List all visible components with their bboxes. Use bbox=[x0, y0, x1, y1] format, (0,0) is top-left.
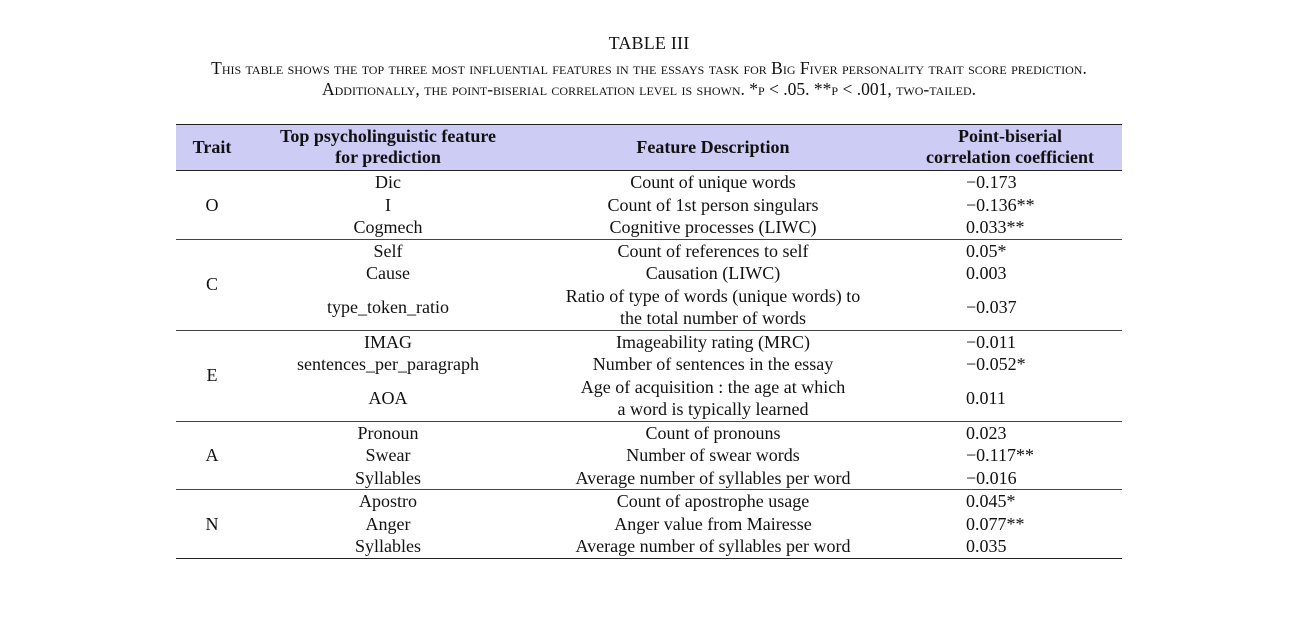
header-corr-line-2: correlation coefficient bbox=[925, 147, 1095, 167]
header-feature-line-2: for prediction bbox=[335, 147, 441, 167]
feature-cell: Anger bbox=[365, 513, 411, 534]
results-table: Trait Top psycholinguistic feature for p… bbox=[176, 124, 1122, 559]
table-row: A Pronoun Count of pronouns 0.023 bbox=[176, 421, 1122, 466]
table-row: Anger Anger value from Mairesse 0.077** bbox=[176, 513, 1122, 536]
description-cell: Anger value from Mairesse bbox=[614, 513, 812, 534]
feature-cell: Cause bbox=[366, 263, 410, 283]
table-row: Cause Causation (LIWC) 0.003 bbox=[176, 262, 1122, 285]
description-cell: Count of references to self bbox=[617, 240, 809, 261]
description-line-2: a word is typically learned bbox=[617, 399, 809, 419]
correlation-cell: −0.016 bbox=[966, 467, 1017, 488]
description-cell: Causation (LIWC) bbox=[645, 263, 781, 283]
header-corr-line-1: Point-biserial bbox=[958, 126, 1062, 146]
correlation-cell: 0.077** bbox=[966, 513, 1025, 534]
trait-group-c: C Self Count of references to self 0.05*… bbox=[176, 239, 1122, 330]
correlation-cell: 0.011 bbox=[966, 387, 1006, 408]
feature-cell: Swear bbox=[365, 445, 411, 465]
description-cell: Count of unique words bbox=[630, 172, 796, 192]
table-caption: This table shows the top three most infl… bbox=[0, 58, 1298, 100]
feature-cell: Dic bbox=[375, 172, 401, 192]
description-line-2: the total number of words bbox=[620, 308, 806, 328]
correlation-cell: −0.173 bbox=[966, 172, 1017, 192]
description-cell: Number of sentences in the essay bbox=[592, 354, 834, 374]
results-table-container: Trait Top psycholinguistic feature for p… bbox=[176, 124, 1122, 559]
correlation-cell: −0.052* bbox=[966, 354, 1026, 374]
description-line-1: Age of acquisition : the age at which bbox=[580, 376, 846, 397]
header-description: Feature Description bbox=[636, 136, 790, 157]
feature-cell: Pronoun bbox=[357, 422, 419, 443]
description-cell: Average number of syllables per word bbox=[575, 536, 851, 556]
feature-cell: type_token_ratio bbox=[327, 296, 449, 317]
trait-cell: E bbox=[206, 365, 218, 386]
feature-cell: Syllables bbox=[355, 467, 421, 488]
feature-cell: Syllables bbox=[355, 536, 421, 556]
header-feature-line-1: Top psycholinguistic feature bbox=[279, 126, 497, 146]
feature-cell: I bbox=[385, 194, 391, 215]
header-feature: Top psycholinguistic feature for predict… bbox=[248, 125, 528, 171]
correlation-cell: −0.037 bbox=[966, 296, 1017, 317]
description-cell: Cognitive processes (LIWC) bbox=[609, 217, 817, 237]
feature-cell: Self bbox=[373, 240, 403, 261]
table-row: sentences_per_paragraph Number of senten… bbox=[176, 353, 1122, 376]
header-trait: Trait bbox=[192, 136, 232, 157]
correlation-cell: 0.003 bbox=[966, 263, 1007, 283]
correlation-cell: 0.045* bbox=[966, 491, 1016, 511]
trait-group-n: N Apostro Count of apostrophe usage 0.04… bbox=[176, 490, 1122, 558]
feature-cell: IMAG bbox=[364, 331, 412, 352]
description-cell: Ratio of type of words (unique words) to… bbox=[528, 285, 898, 331]
correlation-cell: −0.136** bbox=[966, 194, 1035, 215]
description-cell: Count of pronouns bbox=[645, 422, 781, 443]
caption-line-2: Additionally, the point-biserial correla… bbox=[322, 79, 976, 99]
table-row: O Dic Count of unique words −0.173 bbox=[176, 171, 1122, 215]
trait-cell: O bbox=[205, 194, 219, 215]
trait-cell: A bbox=[205, 445, 219, 465]
description-line-1: Ratio of type of words (unique words) to bbox=[565, 285, 861, 306]
table-row: Syllables Average number of syllables pe… bbox=[176, 467, 1122, 490]
description-cell: Number of swear words bbox=[626, 445, 800, 465]
correlation-cell: 0.023 bbox=[966, 422, 1007, 443]
header-row: Trait Top psycholinguistic feature for p… bbox=[176, 124, 1122, 171]
trait-group-o: O Dic Count of unique words −0.173 I Cou… bbox=[176, 171, 1122, 239]
description-cell: Imageability rating (MRC) bbox=[616, 331, 810, 352]
correlation-cell: −0.117** bbox=[966, 445, 1034, 465]
description-cell: Average number of syllables per word bbox=[575, 467, 851, 488]
feature-cell: Apostro bbox=[359, 491, 417, 511]
description-cell: Count of apostrophe usage bbox=[616, 491, 810, 511]
header-correlation: Point-biserial correlation coefficient bbox=[898, 125, 1122, 171]
table-row: AOA Age of acquisition : the age at whic… bbox=[176, 376, 1122, 422]
correlation-cell: 0.035 bbox=[966, 536, 1007, 556]
table-row: I Count of 1st person singulars −0.136** bbox=[176, 194, 1122, 217]
table-row: E IMAG Imageability rating (MRC) −0.011 bbox=[176, 330, 1122, 386]
description-cell: Count of 1st person singulars bbox=[607, 194, 819, 215]
table-row: type_token_ratio Ratio of type of words … bbox=[176, 285, 1122, 331]
trait-group-e: E IMAG Imageability rating (MRC) −0.011 … bbox=[176, 330, 1122, 421]
trait-group-a: A Pronoun Count of pronouns 0.023 Swear … bbox=[176, 421, 1122, 490]
description-cell: Age of acquisition : the age at which a … bbox=[528, 376, 898, 422]
feature-cell: sentences_per_paragraph bbox=[297, 354, 479, 374]
table-title: TABLE III bbox=[608, 33, 690, 53]
table-row: Syllables Average number of syllables pe… bbox=[176, 535, 1122, 558]
table-row: C Self Count of references to self 0.05* bbox=[176, 239, 1122, 295]
trait-cell: C bbox=[205, 274, 218, 295]
caption-line-1: This table shows the top three most infl… bbox=[211, 58, 1087, 78]
correlation-cell: 0.033** bbox=[966, 217, 1025, 237]
correlation-cell: −0.011 bbox=[966, 331, 1016, 352]
table-header: Trait Top psycholinguistic feature for p… bbox=[176, 124, 1122, 171]
table-row: Swear Number of swear words −0.117** bbox=[176, 444, 1122, 467]
feature-cell: AOA bbox=[368, 387, 408, 408]
correlation-cell: 0.05* bbox=[966, 240, 1007, 261]
table-row: Cogmech Cognitive processes (LIWC) 0.033… bbox=[176, 216, 1122, 239]
feature-cell: Cogmech bbox=[353, 217, 423, 237]
trait-cell: N bbox=[205, 513, 219, 534]
table-row: N Apostro Count of apostrophe usage 0.04… bbox=[176, 490, 1122, 534]
